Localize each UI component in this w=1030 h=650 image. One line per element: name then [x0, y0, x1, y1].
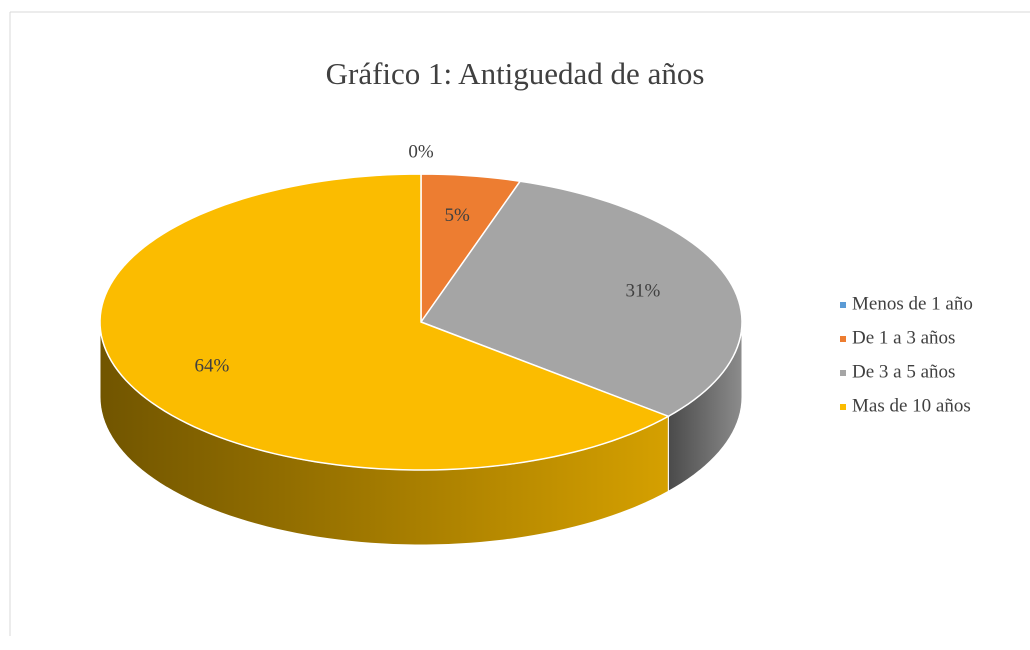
legend-swatch: [840, 404, 846, 410]
data-label: 5%: [444, 205, 470, 226]
legend-label: De 1 a 3 años: [852, 327, 955, 348]
data-label: 0%: [408, 142, 434, 163]
legend-label: Menos de 1 año: [852, 293, 973, 314]
slice: [99, 173, 671, 471]
legend-swatch: [840, 336, 846, 342]
data-label: 64%: [194, 356, 229, 377]
chart-title: Gráfico 1: Antiguedad de años: [326, 56, 705, 91]
slice: [419, 180, 743, 418]
legend-swatch: [840, 370, 846, 376]
legend-label: Mas de 10 años: [852, 395, 971, 416]
legend-label: De 3 a 5 años: [852, 361, 955, 382]
slice: [420, 173, 522, 325]
data-label: 31%: [626, 281, 661, 302]
legend-swatch: [840, 302, 846, 308]
